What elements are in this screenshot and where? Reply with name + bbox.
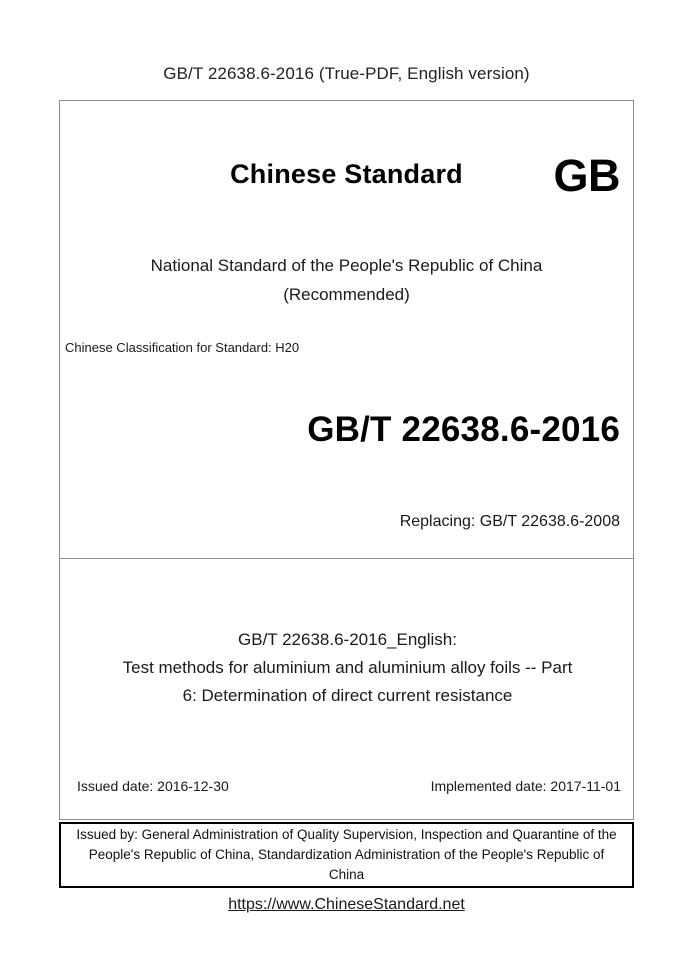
chinese-classification: Chinese Classification for Standard: H20 [65,340,300,355]
issuer-box: Issued by: General Administration of Qua… [59,822,634,888]
cover-lower-section: GB/T 22638.6-2016_English: Test methods … [60,559,633,819]
english-title-line-2: Test methods for aluminium and aluminium… [122,658,573,677]
english-title-line-3: 6: Determination of direct current resis… [182,686,513,705]
brand-title: Chinese Standard [230,159,463,189]
issued-date: Issued date: 2016-12-30 [77,778,229,794]
english-title-line-1: GB/T 22638.6-2016_English: [238,630,457,649]
national-standard-line-2: (Recommended) [283,285,410,304]
cover-upper-section: Chinese Standard GB National Standard of… [60,101,633,559]
gb-logo: GB [553,150,621,201]
brand-row: Chinese Standard GB [60,153,633,205]
national-standard-caption: National Standard of the People's Republ… [60,251,633,309]
replacing-standard: Replacing: GB/T 22638.6-2008 [399,513,620,530]
dates-row: Issued date: 2016-12-30 Implemented date… [60,778,633,798]
cover-frame: Chinese Standard GB National Standard of… [59,100,634,820]
english-title-block: GB/T 22638.6-2016_English: Test methods … [68,626,627,710]
issuer-text: Issued by: General Administration of Qua… [76,827,617,882]
footer-website-link[interactable]: https://www.ChineseStandard.net [228,896,465,913]
standard-number: GB/T 22638.6-2016 [307,410,620,449]
document-header-title: GB/T 22638.6-2016 (True-PDF, English ver… [163,64,530,83]
national-standard-line-1: National Standard of the People's Republ… [150,256,543,275]
implemented-date: Implemented date: 2017-11-01 [430,778,621,794]
